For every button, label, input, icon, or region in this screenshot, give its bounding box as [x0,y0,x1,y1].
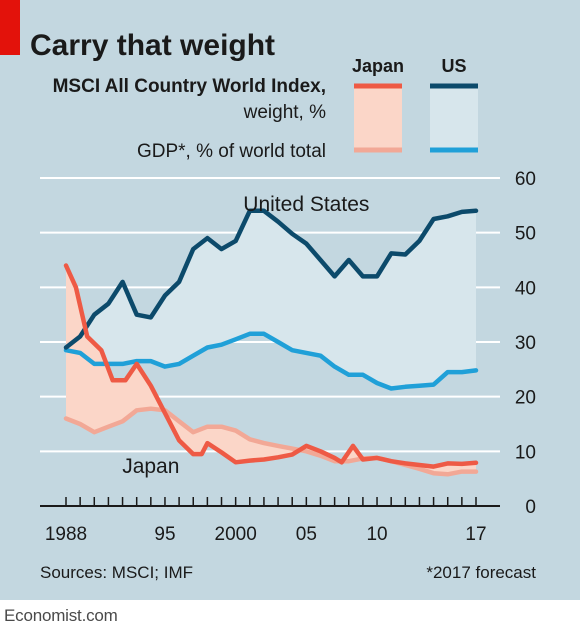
economist-credit: Economist.com [4,606,118,625]
x-tick-label-1988: 1988 [45,524,87,545]
series-line-us-gdp [63,331,479,391]
fill-layer [66,210,476,475]
y-tick-label-20: 20 [515,388,536,409]
source-note: Sources: MSCI; IMF [40,563,193,582]
x-tick-label-1995: 95 [154,524,175,545]
economist-red-tag [0,0,20,55]
legend-row2-label: GDP*, % of world total [137,141,326,162]
legend-us-header: US [441,56,466,76]
series-line-us-msci [63,208,479,350]
y-tick-label-40: 40 [515,278,536,299]
x-tick-label-2017: 17 [465,524,486,545]
chart-svg: Carry that weight MSCI All Country World… [30,29,536,582]
annotation-layer: United States Japan [122,193,369,478]
legend-japan-fill [354,84,402,150]
legend-us-fill [430,84,478,150]
legend-japan-header: Japan [352,56,404,76]
y-tick-label-60: 60 [515,169,536,190]
axis-layer: 0 10 20 30 40 50 60 1988 95 2000 05 10 17 [40,169,536,545]
chart-title: Carry that weight [30,29,275,62]
legend-row1-unit: weight, % [243,102,326,123]
footnote: *2017 forecast [426,563,536,582]
y-tick-label-50: 50 [515,224,536,245]
annotation-united-states: United States [243,193,369,216]
y-tick-label-0: 0 [525,497,536,518]
legend-row1-label: MSCI All Country World Index, [53,76,326,97]
us-gap-band [66,210,476,389]
y-tick-label-30: 30 [515,333,536,354]
x-tick-label-2000: 2000 [215,524,257,545]
series-layer [63,208,479,477]
annotation-japan: Japan [122,455,179,478]
y-tick-label-10: 10 [515,442,536,463]
x-tick-label-2005: 05 [296,524,317,545]
series-line-japan-msci [63,263,479,469]
x-tick-label-2010: 10 [366,524,387,545]
